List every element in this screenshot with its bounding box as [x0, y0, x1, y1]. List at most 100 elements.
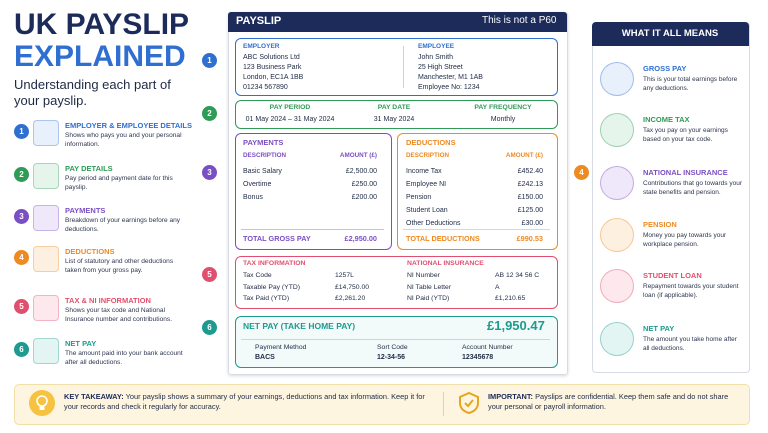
section-marker: 1 — [202, 53, 217, 68]
footer-note: IMPORTANT: Payslips are confidential. Ke… — [488, 392, 738, 413]
payslip-title: PAYSLIP — [236, 15, 282, 27]
bulb-icon — [29, 390, 55, 416]
section-title: PAYMENTS — [65, 206, 106, 215]
pay-value: 31 May 2024 — [373, 116, 415, 123]
meaning-title: STUDENT LOAN — [643, 271, 702, 280]
section-description: Pay period and payment date for this pay… — [65, 175, 173, 191]
party-line: 25 High Street — [418, 64, 463, 71]
divider — [241, 339, 550, 340]
payment-value: BACS — [255, 354, 275, 361]
tax-label: Tax Paid (YTD) — [243, 295, 290, 302]
tax-value: £2,261.20 — [335, 295, 366, 302]
party-line: John Smith — [418, 54, 454, 61]
employer-box — [235, 38, 558, 96]
section-number: 3 — [14, 209, 29, 224]
section-icon — [33, 205, 59, 231]
section-number: 5 — [14, 299, 29, 314]
deductions-box — [397, 133, 558, 250]
section-title: PAY DETAILS — [65, 164, 113, 173]
section-number: 6 — [14, 342, 29, 357]
tax-value: 1257L — [335, 272, 354, 279]
row-label: Other Deductions — [406, 220, 461, 227]
section-icon — [33, 338, 59, 364]
section-description: Shows your tax code and National Insuran… — [65, 307, 173, 323]
section-icon — [33, 295, 59, 321]
section-marker: 4 — [574, 165, 589, 180]
subtitle: Understanding each part of your payslip. — [14, 77, 171, 108]
payment-header: Account Number — [462, 344, 513, 351]
section-description: The amount paid into your bank account a… — [65, 350, 183, 366]
meaning-icon — [600, 166, 634, 200]
section-marker: 3 — [202, 165, 217, 180]
tax-title: NATIONAL INSURANCE — [407, 260, 484, 267]
row-label: Bonus — [243, 194, 263, 201]
title: EXPLAINED — [14, 40, 186, 73]
tax-label: NI Table Letter — [407, 283, 452, 291]
payments-box — [235, 133, 392, 250]
pay-value: 01 May 2024 – 31 May 2024 — [245, 116, 335, 123]
tax-value: AB 12 34 56 C — [495, 272, 540, 279]
title: UK PAYSLIP — [14, 8, 190, 41]
meaning-icon — [600, 218, 634, 252]
row-amount: £150.00 — [517, 194, 543, 201]
total-amount: £2,950.00 — [344, 234, 377, 243]
net-pay-title: NET PAY (TAKE HOME PAY) — [243, 321, 356, 331]
payslip-header-bar — [228, 12, 567, 32]
tax-label: NI Paid (YTD) — [407, 295, 450, 302]
table-title: PAYMENTS — [243, 138, 284, 147]
row-label: Pension — [406, 194, 432, 201]
section-title: NET PAY — [65, 339, 97, 348]
meaning-description: Repayment towards your student loan (if … — [643, 283, 739, 299]
meaning-icon — [600, 62, 634, 96]
tax-value: £14,750.00 — [335, 283, 370, 291]
divider — [403, 46, 404, 88]
row-label: Overtime — [243, 181, 272, 188]
meaning-description: This is your total earnings before any d… — [643, 76, 738, 92]
payment-value: 12345678 — [462, 354, 494, 361]
section-title: EMPLOYER & EMPLOYEE DETAILS — [65, 121, 192, 130]
section-description: Breakdown of your earnings before any de… — [65, 217, 181, 233]
section-number: 2 — [14, 167, 29, 182]
row-amount: £250.00 — [351, 181, 377, 188]
pay-header: PAY PERIOD — [269, 104, 311, 111]
section-description: List of statutory and other deductions t… — [65, 258, 174, 274]
row-label: Basic Salary — [243, 168, 282, 175]
meaning-title: GROSS PAY — [643, 64, 687, 73]
footer-text: Payslips are confidential. Keep them saf… — [488, 392, 729, 412]
meaning-title: PENSION — [643, 220, 677, 229]
section-marker: 6 — [202, 320, 217, 335]
footer-note: KEY TAKEAWAY: Your payslip shows a summa… — [64, 392, 434, 413]
meaning-title: NET PAY — [643, 324, 675, 333]
meaning-icon — [600, 113, 634, 147]
divider — [403, 229, 550, 230]
row-amount: £452.40 — [517, 168, 543, 175]
party-line: Employee No: 1234 — [418, 84, 480, 91]
row-amount: £30.00 — [521, 220, 543, 227]
meaning-title: NATIONAL INSURANCE — [643, 168, 728, 177]
pay-value: Monthly — [490, 116, 516, 123]
tax-label: Taxable Pay (YTD) — [243, 283, 301, 291]
divider — [241, 229, 384, 230]
tax-box — [235, 256, 558, 309]
footer-text: Your payslip shows a summary of your ear… — [64, 392, 425, 412]
party-line: Manchester, M1 1AB — [418, 74, 483, 81]
pay-details-box — [235, 100, 558, 129]
table-title: DEDUCTIONS — [406, 138, 456, 147]
party-line: 123 Business Park — [243, 64, 302, 71]
meaning-description: Money you pay towards your workplace pen… — [643, 232, 727, 248]
meaning-description: Contributions that go towards your state… — [643, 180, 742, 196]
table-header: DESCRIPTION — [406, 152, 450, 159]
payslip-note: This is not a P60 — [482, 15, 557, 26]
total-label: TOTAL GROSS PAY — [243, 234, 311, 243]
meaning-description: Tax you pay on your earnings based on yo… — [643, 127, 728, 143]
payment-header: Payment Method — [255, 344, 307, 351]
tax-title: TAX INFORMATION — [243, 260, 306, 267]
payment-header: Sort Code — [377, 344, 408, 351]
total-amount: £990.53 — [516, 234, 543, 243]
section-marker: 2 — [202, 106, 217, 121]
meaning-icon — [600, 322, 634, 356]
row-amount: £200.00 — [351, 194, 377, 201]
party-line: London, EC1A 1BB — [243, 74, 304, 81]
pay-header: PAY DATE — [377, 104, 411, 111]
